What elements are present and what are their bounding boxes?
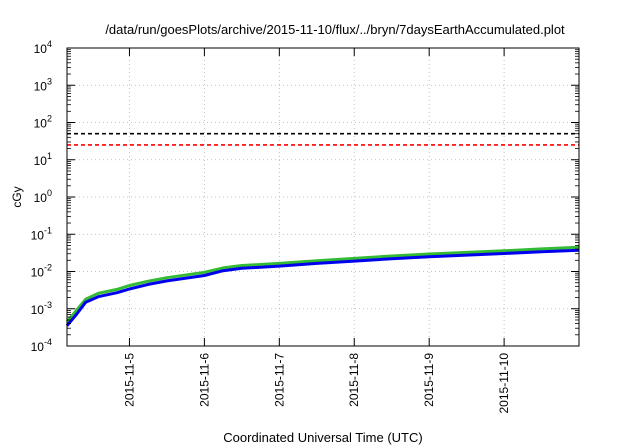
y-tick-label: 103 xyxy=(34,76,52,93)
x-tick-label: 2015-11-7 xyxy=(272,353,286,407)
x-tick-label: 2015-11-10 xyxy=(497,353,511,414)
y-axis-label: cGy xyxy=(10,186,24,207)
x-axis-ticks: 2015-11-5 2015-11-6 2015-11-7 2015-11-8 2015… xyxy=(122,48,511,414)
x-axis-label: Coordinated Universal Time (UTC) xyxy=(223,430,422,445)
x-tick-label: 2015-11-8 xyxy=(347,353,361,407)
series-group xyxy=(65,245,580,327)
y-tick-label: 104 xyxy=(34,39,52,56)
x-tick-label: 2015-11-5 xyxy=(122,353,136,407)
series-line xyxy=(65,245,580,323)
y-axis-ticks: 10-4 10-3 10-2 10-1 100 101 102 103 104 xyxy=(31,39,579,354)
grid xyxy=(67,48,579,346)
y-tick-label: 102 xyxy=(34,114,52,131)
y-tick-label: 10-4 xyxy=(31,337,52,354)
y-tick-label: 10-1 xyxy=(31,225,52,242)
y-tick-label: 100 xyxy=(34,188,52,205)
y-tick-label: 101 xyxy=(34,151,52,168)
x-tick-label: 2015-11-9 xyxy=(422,353,436,407)
y-tick-label: 10-3 xyxy=(31,300,52,317)
series-line xyxy=(65,248,580,327)
chart-title: /data/run/goesPlots/archive/2015-11-10/f… xyxy=(105,22,565,37)
x-tick-label: 2015-11-6 xyxy=(197,353,211,407)
reference-lines xyxy=(67,132,579,146)
y-tick-label: 10-2 xyxy=(31,263,52,280)
